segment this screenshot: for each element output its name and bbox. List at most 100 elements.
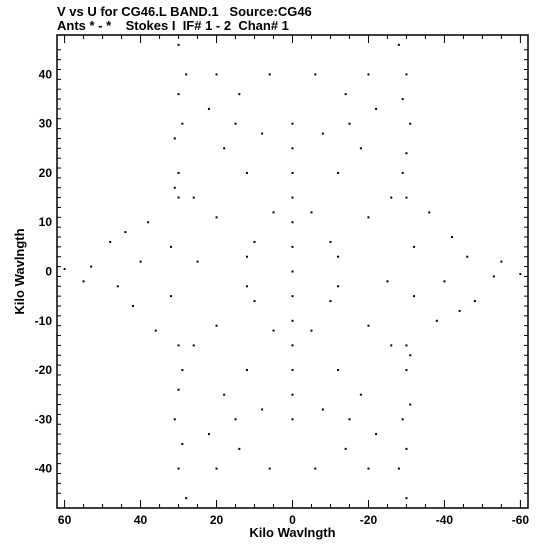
x-tick-label: -40 — [436, 513, 454, 527]
uv-point — [413, 245, 416, 248]
uv-point — [390, 344, 393, 347]
x-tick-label: 40 — [134, 513, 148, 527]
uv-point — [177, 467, 180, 470]
uv-point — [177, 196, 180, 199]
x-tick-label: 60 — [58, 513, 72, 527]
y-tick-label: -20 — [35, 363, 53, 377]
uv-point — [272, 329, 275, 332]
uv-point — [329, 300, 332, 303]
uv-point — [359, 147, 362, 150]
uv-point — [207, 107, 210, 110]
y-axis-label: Kilo Wavlngth — [12, 228, 27, 314]
uv-point — [344, 93, 347, 96]
y-tick-label: 30 — [39, 117, 53, 131]
uv-point — [466, 255, 469, 258]
uv-point — [109, 240, 112, 243]
uv-point — [314, 73, 317, 76]
uv-point — [215, 216, 218, 219]
uv-point — [405, 497, 408, 500]
uv-point — [291, 171, 294, 174]
uv-point — [90, 265, 93, 268]
uv-point — [291, 221, 294, 224]
uv-point — [207, 433, 210, 436]
uv-point — [500, 260, 503, 263]
uv-point — [375, 433, 378, 436]
uv-point — [139, 260, 142, 263]
uv-point — [169, 295, 172, 298]
x-tick-label: 20 — [210, 513, 224, 527]
uv-point — [458, 309, 461, 312]
uv-point — [223, 393, 226, 396]
uv-point — [234, 122, 237, 125]
uv-point — [344, 447, 347, 450]
x-axis-label: Kilo Wavlngth — [249, 525, 335, 540]
uv-point — [409, 122, 412, 125]
uv-point — [215, 467, 218, 470]
chart-subtitle: Ants * - * Stokes I IF# 1 - 2 Chan# 1 — [57, 18, 289, 33]
uv-point — [234, 418, 237, 421]
uv-point — [63, 268, 66, 271]
uv-point — [428, 211, 431, 214]
uv-point — [291, 147, 294, 150]
uv-point — [291, 393, 294, 396]
uv-point — [321, 408, 324, 411]
uv-point — [154, 329, 157, 332]
chart-title: V vs U for CG46.L BAND.1 Source:CG46 — [57, 4, 312, 19]
uv-point — [291, 344, 294, 347]
uv-point — [192, 344, 195, 347]
uv-point — [272, 211, 275, 214]
uv-point — [238, 447, 241, 450]
uv-point — [268, 73, 271, 76]
uv-point — [401, 418, 404, 421]
uv-point — [185, 73, 188, 76]
uv-point — [245, 369, 248, 372]
x-tick-label: -60 — [512, 513, 530, 527]
uv-point — [405, 152, 408, 155]
uv-point — [82, 280, 85, 283]
uv-point — [367, 324, 370, 327]
uv-point — [261, 408, 264, 411]
uv-point — [185, 497, 188, 500]
uv-point — [177, 388, 180, 391]
uv-point — [169, 245, 172, 248]
uv-point — [519, 272, 522, 275]
uv-point — [261, 132, 264, 135]
uv-point — [181, 442, 184, 445]
uv-point — [405, 369, 408, 372]
uv-point — [367, 73, 370, 76]
uv-point — [291, 245, 294, 248]
axis-tick-labels: 60 40 20 0 -20 -40 -60 40 30 20 10 0 -10 -20 -30 -40 — [35, 67, 530, 527]
uv-point — [291, 369, 294, 372]
uv-point — [177, 344, 180, 347]
uv-point — [291, 418, 294, 421]
uv-point — [173, 186, 176, 189]
uv-point — [268, 467, 271, 470]
uv-point — [173, 418, 176, 421]
uv-point — [390, 196, 393, 199]
uv-point — [492, 275, 495, 278]
uv-point — [253, 240, 256, 243]
uv-point — [348, 122, 351, 125]
y-tick-label: 20 — [39, 166, 53, 180]
uv-point — [435, 319, 438, 322]
uv-point — [473, 300, 476, 303]
uv-point — [291, 270, 294, 273]
uv-point — [367, 467, 370, 470]
uv-point — [291, 319, 294, 322]
uv-point — [147, 221, 150, 224]
uv-point — [192, 196, 195, 199]
uv-point — [405, 73, 408, 76]
uv-point — [215, 73, 218, 76]
uv-point — [245, 255, 248, 258]
uv-point — [405, 344, 408, 347]
y-tick-label: -10 — [35, 314, 53, 328]
uv-point — [329, 240, 332, 243]
uv-point — [215, 324, 218, 327]
uv-point — [177, 43, 180, 46]
uv-point — [245, 285, 248, 288]
axis-ticks — [57, 35, 528, 508]
uv-point — [409, 354, 412, 357]
uv-point — [401, 171, 404, 174]
uv-point — [314, 467, 317, 470]
